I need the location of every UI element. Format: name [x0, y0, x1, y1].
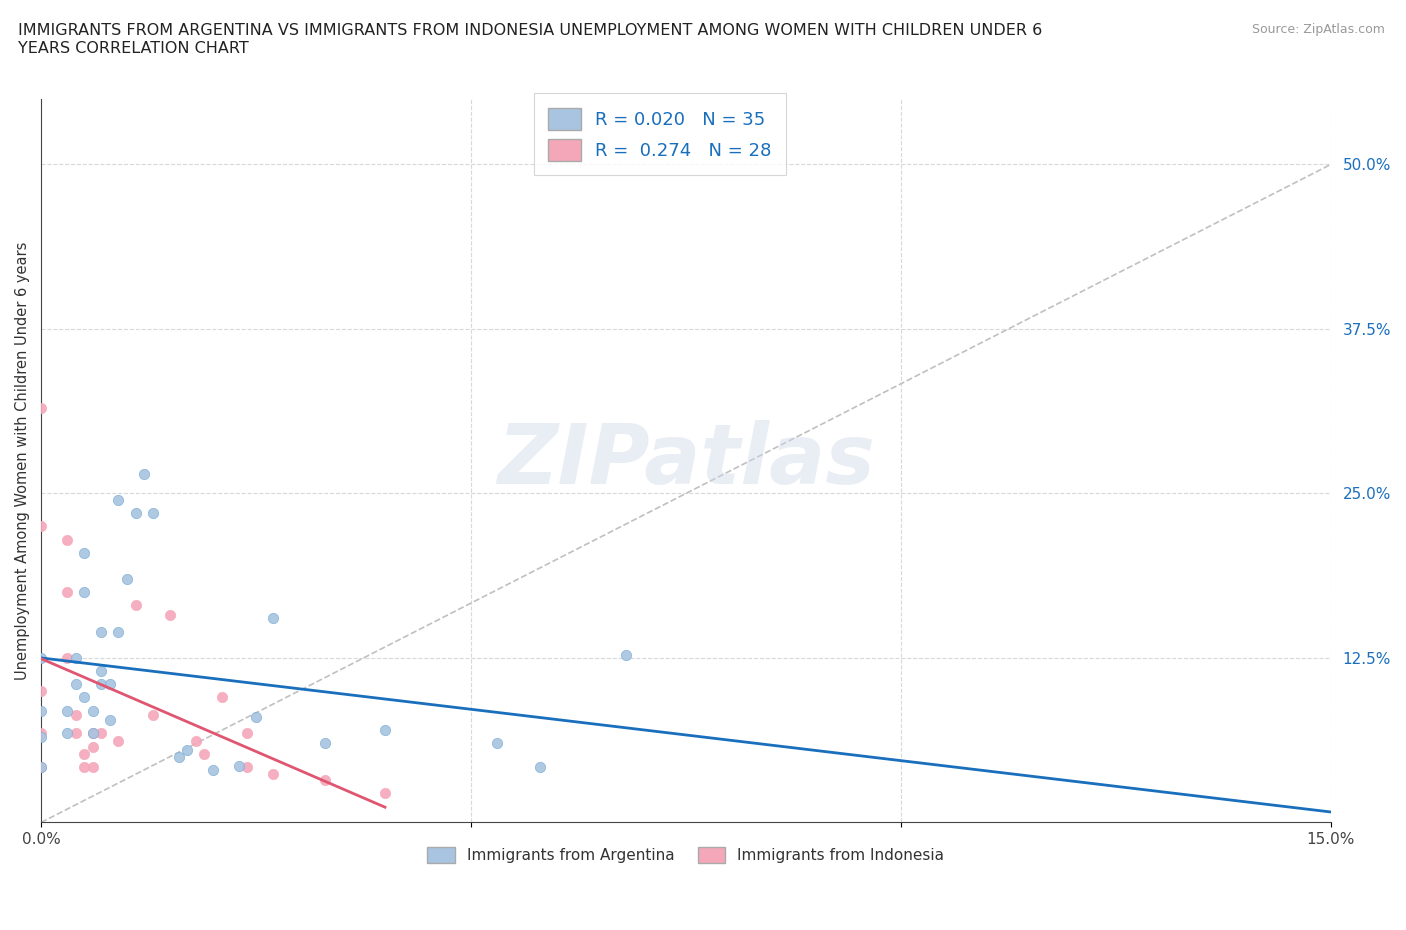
Point	[211, 690, 233, 705]
Point	[30, 729, 52, 744]
Point	[107, 493, 129, 508]
Text: IMMIGRANTS FROM ARGENTINA VS IMMIGRANTS FROM INDONESIA UNEMPLOYMENT AMONG WOMEN : IMMIGRANTS FROM ARGENTINA VS IMMIGRANTS …	[18, 23, 1042, 56]
Point	[142, 707, 165, 722]
Point	[314, 736, 336, 751]
Point	[82, 760, 104, 775]
Point	[65, 707, 87, 722]
Point	[485, 736, 508, 751]
Point	[65, 725, 87, 740]
Point	[262, 766, 284, 781]
Point	[90, 677, 112, 692]
Point	[125, 598, 148, 613]
Y-axis label: Unemployment Among Women with Children Under 6 years: Unemployment Among Women with Children U…	[15, 242, 30, 680]
Point	[65, 677, 87, 692]
Point	[176, 743, 198, 758]
Legend: Immigrants from Argentina, Immigrants from Indonesia: Immigrants from Argentina, Immigrants fr…	[422, 841, 950, 869]
Point	[82, 703, 104, 718]
Point	[56, 725, 79, 740]
Point	[56, 532, 79, 547]
Point	[228, 758, 250, 773]
Point	[56, 703, 79, 718]
Point	[30, 760, 52, 775]
Point	[90, 664, 112, 679]
Point	[314, 773, 336, 788]
Point	[262, 611, 284, 626]
Point	[30, 725, 52, 740]
Point	[184, 734, 207, 749]
Point	[167, 750, 190, 764]
Point	[374, 723, 396, 737]
Point	[236, 725, 259, 740]
Point	[56, 650, 79, 665]
Point	[90, 624, 112, 639]
Point	[98, 677, 121, 692]
Point	[82, 725, 104, 740]
Point	[30, 684, 52, 698]
Point	[30, 401, 52, 416]
Point	[107, 734, 129, 749]
Point	[614, 648, 637, 663]
Point	[134, 466, 156, 481]
Point	[115, 572, 138, 587]
Point	[73, 585, 96, 600]
Point	[142, 506, 165, 521]
Point	[30, 519, 52, 534]
Point	[159, 607, 181, 622]
Point	[56, 585, 79, 600]
Point	[73, 690, 96, 705]
Point	[193, 747, 215, 762]
Point	[202, 763, 225, 777]
Point	[90, 725, 112, 740]
Point	[529, 760, 551, 775]
Point	[30, 703, 52, 718]
Point	[236, 760, 259, 775]
Point	[98, 712, 121, 727]
Point	[65, 650, 87, 665]
Point	[107, 624, 129, 639]
Point	[30, 760, 52, 775]
Point	[125, 506, 148, 521]
Point	[82, 740, 104, 755]
Point	[73, 545, 96, 560]
Text: Source: ZipAtlas.com: Source: ZipAtlas.com	[1251, 23, 1385, 36]
Text: ZIPatlas: ZIPatlas	[496, 420, 875, 501]
Point	[82, 725, 104, 740]
Point	[30, 650, 52, 665]
Point	[73, 747, 96, 762]
Point	[374, 786, 396, 801]
Point	[245, 710, 267, 724]
Point	[73, 760, 96, 775]
